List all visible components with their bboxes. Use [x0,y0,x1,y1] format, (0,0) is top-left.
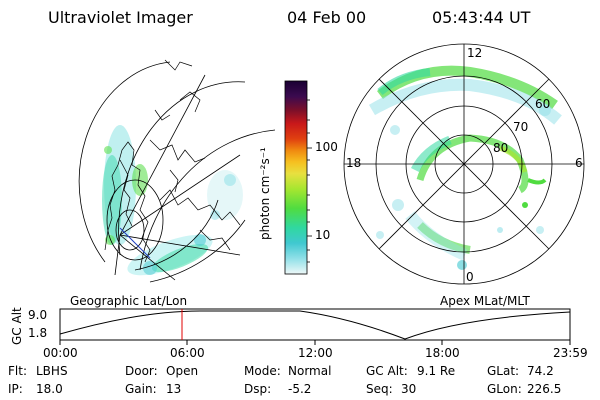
time-tick-1800: 18:00 [425,346,460,360]
status-dsp-value: -5.2 [288,382,312,396]
colorbar-tick-100: 100 [315,140,338,154]
geographic-image [78,59,276,283]
altitude-tick-1-8: 1.8 [28,326,48,340]
time-tick-0600: 06:00 [170,346,205,360]
status-ip-value: 18.0 [36,382,63,396]
apex-label: Apex MLat/MLT [440,294,530,308]
status-gcalt-value: 9.1 Re [417,364,456,378]
status-door-value: Open [166,364,199,378]
mlat-label-70: 70 [513,120,529,134]
mlt-label-6: 6 [575,156,583,170]
status-glat-value: 74.2 [527,364,554,378]
instrument-title: Ultraviolet Imager [48,8,193,27]
status-mode-label: Mode: [244,364,281,378]
colorbar-unit-label: photon cm⁻²s⁻¹ [258,147,272,240]
time-tick-1200: 12:00 [298,346,333,360]
status-seq-label: Seq: [366,382,393,396]
status-glat-label: GLat: [487,364,520,378]
time-tick-0000: 00:00 [43,346,78,360]
date-label: 04 Feb 00 [287,8,367,27]
status-ip-label: IP: [8,382,23,396]
status-dsp-label: Dsp: [244,382,272,396]
status-mode-value: Normal [288,364,332,378]
geographic-label: Geographic Lat/Lon [70,294,188,308]
altitude-tick-9: 9.0 [28,308,48,322]
mlat-label-60: 60 [535,97,551,111]
mlt-label-0: 0 [466,270,474,284]
status-flt-value: LBHS [36,364,68,378]
mlat-label-80: 80 [493,141,509,155]
time-tick-2359: 23:59 [553,346,588,360]
status-glon-value: 226.5 [527,382,562,396]
status-gain-value: 13 [166,382,182,396]
status-glon-label: GLon: [487,382,522,396]
mlt-label-18: 18 [346,156,362,170]
status-flt-label: Flt: [8,364,27,378]
colorbar-tick-10: 10 [315,228,331,242]
altitude-strip [59,308,571,345]
altitude-axis-label: GC Alt [10,307,24,345]
status-seq-value: 30 [401,382,417,396]
polar-image [343,43,585,285]
mlt-label-12: 12 [467,46,483,60]
status-gcalt-label: GC Alt: [366,364,408,378]
colorbar [284,80,312,275]
time-label: 05:43:44 UT [432,8,531,27]
status-gain-label: Gain: [125,382,157,396]
status-door-label: Door: [125,364,158,378]
